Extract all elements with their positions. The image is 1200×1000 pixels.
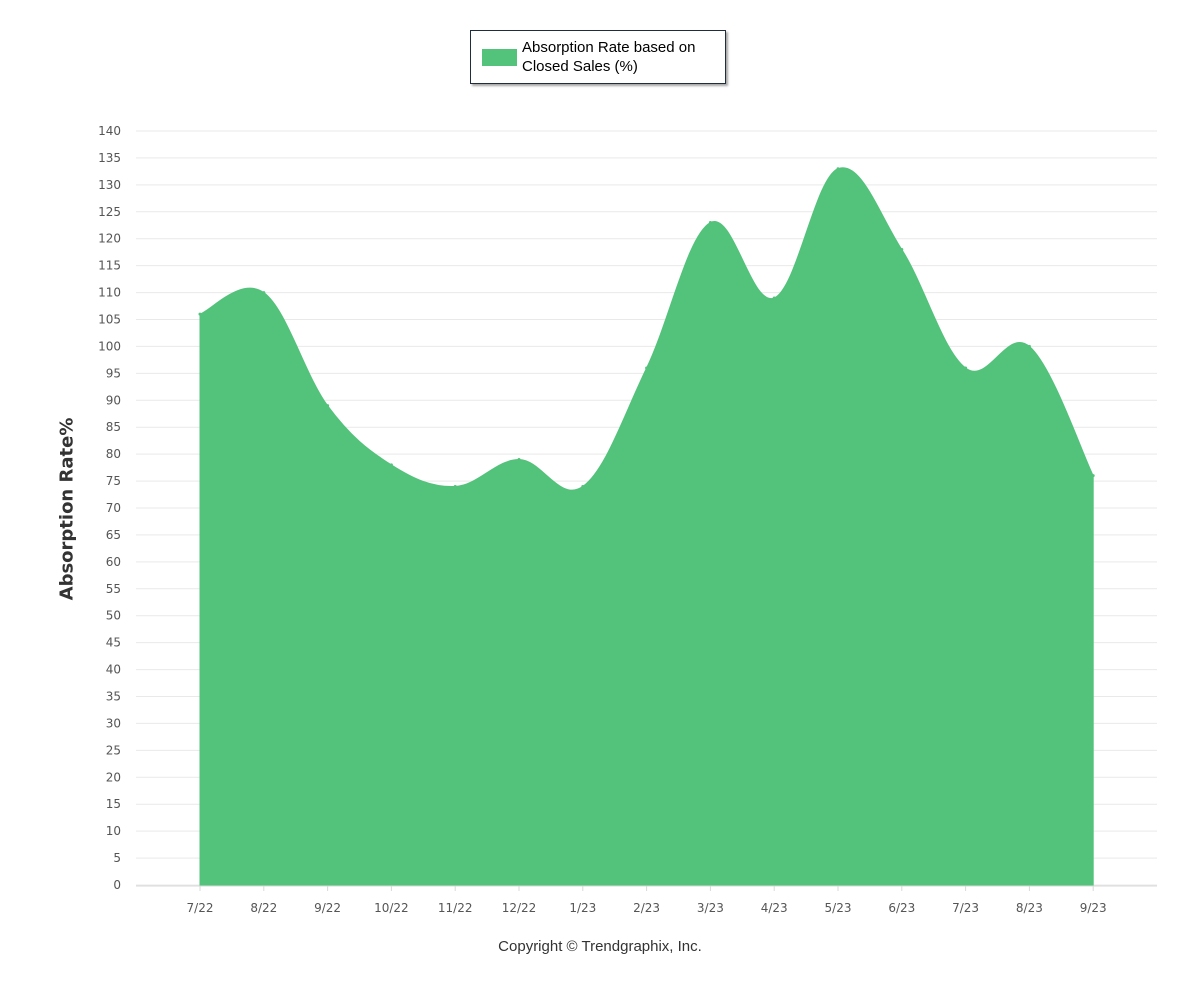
y-tick-label: 65: [106, 528, 121, 542]
y-tick-label: 50: [106, 609, 121, 623]
data-point-12-22: [517, 458, 521, 462]
area-series: [198, 167, 1095, 886]
y-tick-label: 105: [98, 313, 121, 327]
x-tick-label: 6/23: [888, 901, 915, 915]
y-axis-title: Absorption Rate%: [56, 417, 78, 601]
x-axis-ticks: 7/22 8/22 9/22 10/22 11/22 12/22 1/23 2/23 3/23 4…: [187, 886, 1107, 915]
legend: Absorption Rate based on Closed Sales (%…: [470, 30, 726, 84]
y-tick-label: 35: [106, 690, 121, 704]
y-tick-label: 130: [98, 178, 121, 192]
data-point-2-23: [645, 366, 649, 370]
data-point-5-23: [836, 167, 840, 171]
y-tick-label: 100: [98, 339, 121, 353]
y-tick-label: 115: [98, 259, 121, 273]
data-point-6-23: [900, 247, 904, 251]
x-tick-label: 8/23: [1016, 901, 1043, 915]
x-tick-label: 2/23: [633, 901, 660, 915]
x-tick-label: 7/22: [187, 901, 214, 915]
x-tick-label: 3/23: [697, 901, 724, 915]
data-point-9-23: [1091, 474, 1095, 478]
x-tick-label: 10/22: [374, 901, 409, 915]
y-tick-label: 135: [98, 151, 121, 165]
y-tick-label: 125: [98, 205, 121, 219]
data-point-8-22: [262, 291, 266, 295]
y-tick-label: 55: [106, 582, 121, 596]
y-tick-label: 5: [113, 851, 121, 865]
y-tick-label: 25: [106, 743, 121, 757]
y-tick-label: 70: [106, 501, 121, 515]
y-axis-ticks: 0 5 10 15 20 25 30 35 40 45 50 55 60 65 70 75 80 85 90 95 10…: [98, 124, 121, 892]
y-tick-label: 95: [106, 366, 121, 380]
x-tick-label: 9/22: [314, 901, 341, 915]
x-tick-label: 1/23: [569, 901, 596, 915]
data-point-4-23: [772, 296, 776, 300]
legend-label: Absorption Rate based on Closed Sales (%…: [522, 39, 696, 75]
y-tick-label: 75: [106, 474, 121, 488]
data-point-9-22: [326, 404, 330, 408]
y-tick-label: 60: [106, 555, 121, 569]
y-tick-label: 120: [98, 232, 121, 246]
data-point-10-22: [389, 463, 393, 467]
x-tick-label: 7/23: [952, 901, 979, 915]
y-tick-label: 80: [106, 447, 121, 461]
data-point-8-23: [1027, 344, 1031, 348]
y-tick-label: 140: [98, 124, 121, 138]
y-tick-label: 45: [106, 636, 121, 650]
data-point-7-22: [198, 312, 202, 316]
y-tick-label: 20: [106, 770, 121, 784]
data-point-11-22: [453, 484, 457, 488]
y-tick-label: 15: [106, 797, 121, 811]
area-series-fill: [199, 167, 1094, 886]
data-point-3-23: [708, 221, 712, 225]
y-tick-label: 10: [106, 824, 121, 838]
y-tick-label: 110: [98, 286, 121, 300]
y-tick-label: 0: [113, 878, 121, 892]
x-tick-label: 9/23: [1080, 901, 1107, 915]
y-tick-label: 30: [106, 716, 121, 730]
data-point-1-23: [581, 484, 585, 488]
x-tick-label: 12/22: [502, 901, 537, 915]
x-tick-label: 8/22: [250, 901, 277, 915]
data-point-7-23: [964, 366, 968, 370]
y-tick-label: 85: [106, 420, 121, 434]
legend-swatch: [482, 49, 517, 66]
y-tick-label: 40: [106, 663, 121, 677]
y-tick-label: 90: [106, 393, 121, 407]
x-tick-label: 11/22: [438, 901, 473, 915]
x-tick-label: 4/23: [761, 901, 788, 915]
copyright-footer: Copyright © Trendgraphix, Inc.: [498, 938, 702, 955]
x-tick-label: 5/23: [825, 901, 852, 915]
